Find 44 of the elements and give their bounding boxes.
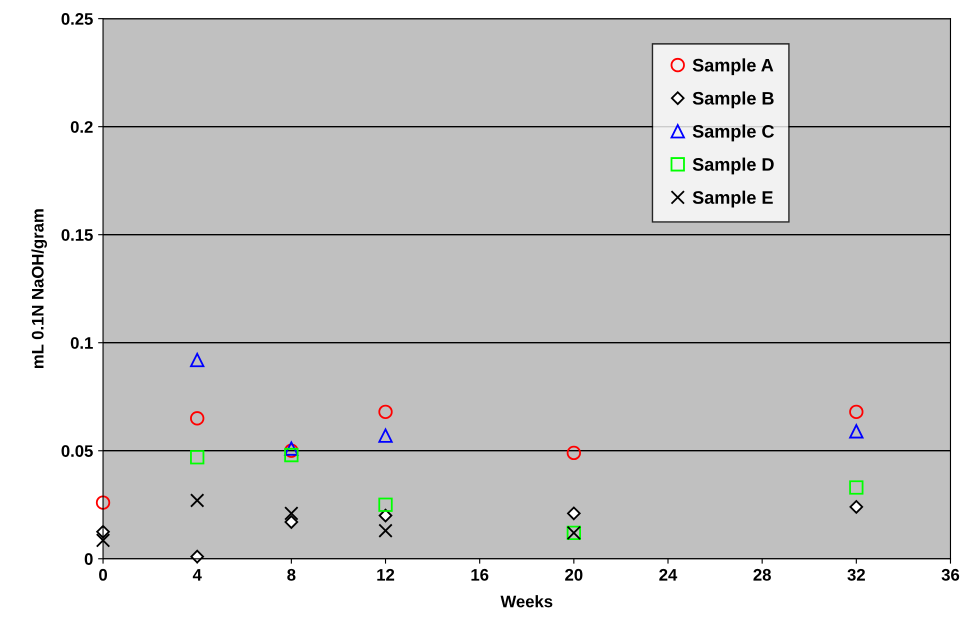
y-tick-label: 0.1 [70,337,93,349]
x-tick-label: 4 [192,569,202,581]
legend-label: Sample B [692,91,774,108]
point [566,446,581,460]
point [284,515,298,529]
x-axis-title: Weeks [500,595,552,608]
y-tick-label: 0.15 [62,229,93,241]
x-tick-label: 24 [659,568,678,581]
point [190,411,204,426]
y-tick-label: 0.05 [62,445,93,457]
x-tick-label: 0 [99,568,107,581]
point [849,404,864,420]
point [378,404,393,420]
point [284,448,299,462]
point [378,498,393,512]
point [567,506,581,520]
x-tick-label: 12 [377,568,394,581]
x-tick-label: 32 [847,568,865,581]
x-tick-label: 8 [287,568,296,581]
point [190,352,204,368]
point [849,424,864,438]
point [96,495,110,510]
point [190,550,204,564]
x-tick-label: 36 [942,568,960,581]
legend-label: Sample C [692,124,774,142]
point [850,500,864,514]
point [378,508,392,522]
x-tick-label: 16 [471,568,488,581]
legend-label: Sample A [692,58,774,76]
point [849,480,864,495]
y-tick-label: 0.2 [70,121,93,133]
x-tick-label: 28 [753,568,771,581]
point [378,524,393,538]
x-tick-label: 20 [565,568,582,581]
legend-label: Sample E [692,190,773,208]
y-tick-label: 0 [84,553,93,565]
point [284,506,299,521]
point [190,493,204,508]
y-axis-title: mL 0.1N NaOH/gram [31,209,47,368]
point [190,450,204,464]
legend-label: Sample D [692,158,774,174]
point [378,428,393,443]
point [96,533,110,548]
y-tick-label: 0.25 [62,13,93,25]
